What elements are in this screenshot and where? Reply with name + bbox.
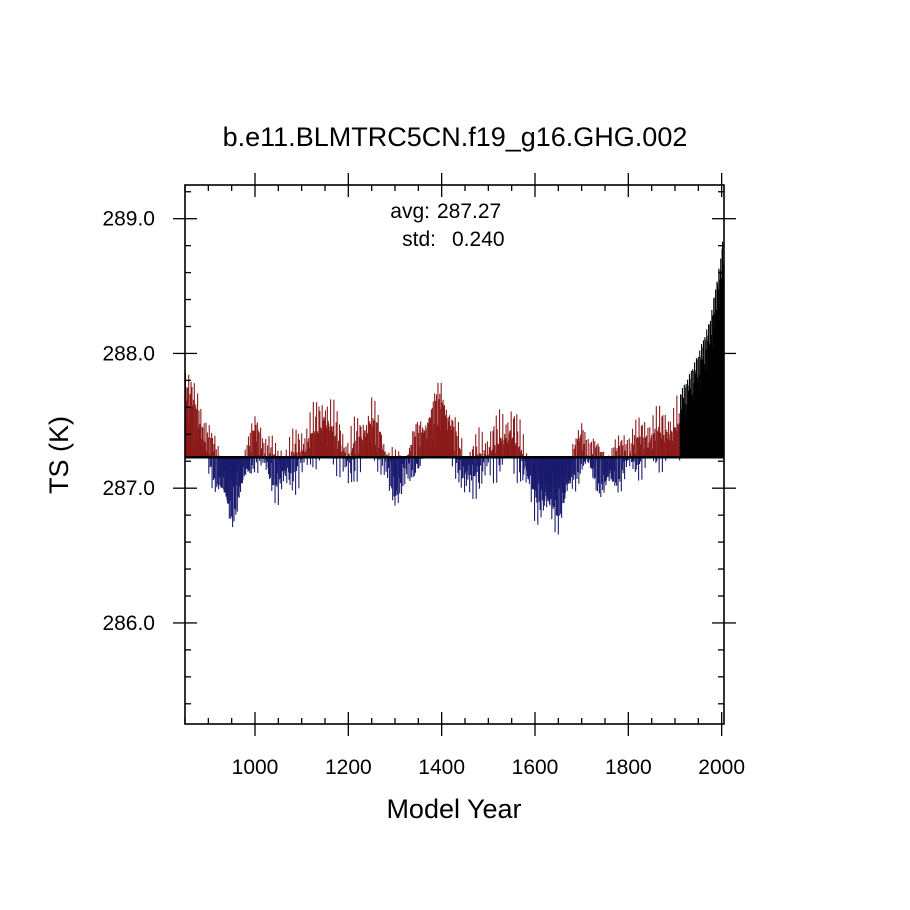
axis-tick-labels: 1000 1200 1400 1600 1800 2000 286.0 287.0 288.0 2… (102, 208, 745, 779)
chart-title: b.e11.BLMTRC5CN.f19_g16.GHG.002 (223, 122, 688, 152)
x-tick-label: 1200 (325, 756, 372, 779)
stats-annotation: avg: 287.27 std: 0.240 (390, 200, 504, 251)
x-tick-label: 1000 (232, 756, 279, 779)
avg-value: 287.27 (437, 200, 501, 223)
y-tick-label: 287.0 (102, 477, 155, 500)
x-tick-label: 1800 (605, 756, 652, 779)
x-tick-label: 1400 (418, 756, 465, 779)
std-label: std: (402, 228, 436, 251)
bars-layer (184, 241, 724, 535)
y-tick-label: 289.0 (102, 208, 155, 231)
x-tick-label: 2000 (698, 756, 745, 779)
avg-label: avg: (390, 200, 430, 223)
plot-frame (184, 184, 725, 725)
axis-ticks (173, 173, 736, 736)
x-axis-label: Model Year (386, 794, 521, 824)
y-axis-label: TS (K) (44, 416, 74, 494)
std-value: 0.240 (452, 228, 505, 251)
y-tick-label: 286.0 (102, 612, 155, 635)
x-tick-label: 1600 (512, 756, 559, 779)
y-tick-label: 288.0 (102, 342, 155, 365)
